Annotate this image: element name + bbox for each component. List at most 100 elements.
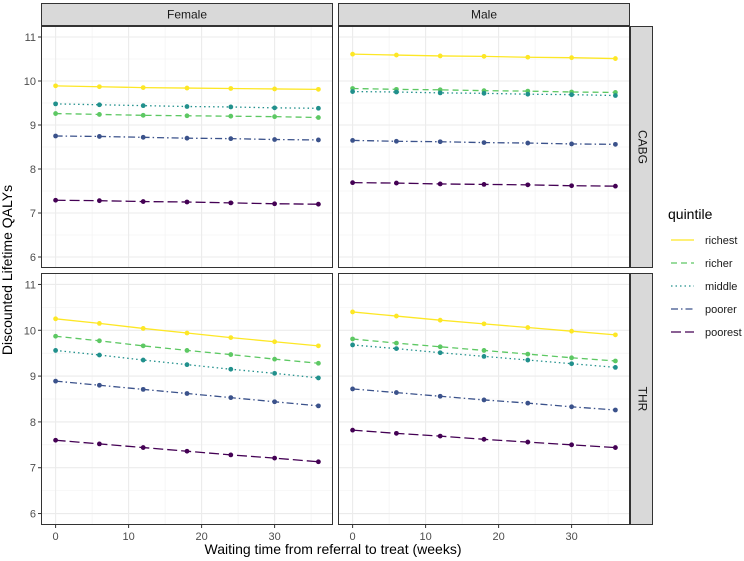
data-point-middle <box>481 90 487 96</box>
data-point-richest <box>228 86 234 91</box>
strip-female <box>41 3 333 26</box>
data-point-richest <box>481 321 487 327</box>
data-point-richer <box>272 114 277 120</box>
legend-label-richest: richest <box>705 235 737 247</box>
data-point-richest <box>394 52 399 58</box>
data-point-richest <box>184 85 190 91</box>
panels-layer <box>41 26 630 525</box>
data-point-poorest <box>569 442 574 448</box>
data-point-middle <box>394 89 399 95</box>
series-richest <box>53 83 321 92</box>
data-point-poorer <box>525 140 531 146</box>
data-point-poorer <box>272 399 277 405</box>
data-point-poorer <box>316 403 321 409</box>
data-point-poorer <box>350 138 355 143</box>
legend-item-poorer: poorer <box>671 304 737 316</box>
data-point-richest <box>97 321 102 326</box>
series-richer <box>350 336 618 364</box>
data-point-richest <box>525 54 531 60</box>
legend-item-richest: richest <box>671 235 737 247</box>
data-point-richer <box>53 333 58 339</box>
data-point-poorer <box>525 400 531 406</box>
data-point-poorest <box>437 433 443 439</box>
x-tick-label: 30 <box>268 531 280 543</box>
series-middle <box>350 89 618 98</box>
data-point-poorest <box>97 198 102 204</box>
data-point-middle <box>228 366 234 372</box>
x-tick-label: 0 <box>53 531 59 543</box>
data-point-richest <box>613 332 618 338</box>
series-poorest <box>53 197 321 207</box>
panel-border <box>41 273 333 525</box>
axes: 6 7 8 9 10 11 6 7 8 9 10 11 0 10 20 30 0 10 20 30 <box>24 32 578 543</box>
data-point-richer <box>316 115 321 120</box>
data-point-richest <box>437 317 443 323</box>
legend-item-richer: richer <box>671 258 733 270</box>
data-point-poorest <box>228 452 234 458</box>
data-point-richer <box>140 343 146 349</box>
data-point-poorest <box>184 448 190 454</box>
data-point-middle <box>316 105 321 111</box>
data-point-richer <box>184 348 190 353</box>
data-point-middle <box>350 89 355 94</box>
strip-label-female: Female <box>167 8 207 22</box>
strip-label-cabg: CABG <box>635 130 649 164</box>
data-point-poorest <box>525 182 531 188</box>
data-point-richer <box>228 113 234 119</box>
data-point-poorer <box>97 382 102 388</box>
data-point-poorest <box>481 182 487 187</box>
series-middle <box>53 348 321 381</box>
y-tick-label: 8 <box>30 417 36 429</box>
data-point-poorer <box>569 141 574 147</box>
series-richer <box>53 333 321 366</box>
data-point-poorer <box>394 390 399 395</box>
data-point-richest <box>140 326 146 331</box>
data-point-poorest <box>97 441 102 447</box>
legend-label-poorer: poorer <box>705 304 737 316</box>
data-point-richest <box>53 316 58 322</box>
y-tick-label: 10 <box>24 325 36 337</box>
data-point-middle <box>316 375 321 381</box>
data-point-middle <box>525 91 531 97</box>
data-point-richest <box>569 328 574 334</box>
x-tick-label: 10 <box>419 531 431 543</box>
series-richer <box>53 111 321 120</box>
data-point-poorest <box>394 430 399 436</box>
panel-cabg-male <box>338 26 630 268</box>
data-point-poorer <box>350 386 355 392</box>
data-point-richer <box>272 356 277 362</box>
x-tick-label: 20 <box>195 531 207 543</box>
data-point-poorest <box>350 180 355 186</box>
data-point-poorest <box>316 459 321 465</box>
data-point-richest <box>316 343 321 349</box>
data-point-middle <box>613 364 618 370</box>
y-axis-title: Discounted Lifetime QALYs <box>0 185 15 355</box>
data-point-poorest <box>228 200 234 206</box>
data-point-middle <box>184 104 190 109</box>
data-point-richer <box>350 336 355 342</box>
data-point-poorest <box>184 199 190 205</box>
data-point-poorer <box>140 134 146 140</box>
data-point-richer <box>53 111 58 116</box>
data-point-richest <box>53 83 58 89</box>
data-point-richest <box>350 51 355 57</box>
legend-label-poorest: poorest <box>705 327 742 339</box>
panel-border <box>338 273 630 525</box>
data-point-richest <box>272 86 277 92</box>
data-point-richer <box>525 351 531 357</box>
data-point-richer <box>184 113 190 119</box>
data-point-poorer <box>613 141 618 147</box>
panel-border <box>41 26 333 268</box>
data-point-middle <box>613 93 618 98</box>
data-point-poorest <box>140 199 146 204</box>
data-point-poorest <box>53 197 58 203</box>
data-point-poorest <box>569 183 574 189</box>
series-poorest <box>350 180 618 189</box>
data-point-middle <box>272 370 277 376</box>
data-point-poorer <box>481 397 487 403</box>
x-tick-label: 20 <box>492 531 504 543</box>
data-point-middle <box>350 342 355 348</box>
y-tick-label: 11 <box>25 279 36 291</box>
x-axis-title: Waiting time from referral to treat (wee… <box>205 541 462 557</box>
